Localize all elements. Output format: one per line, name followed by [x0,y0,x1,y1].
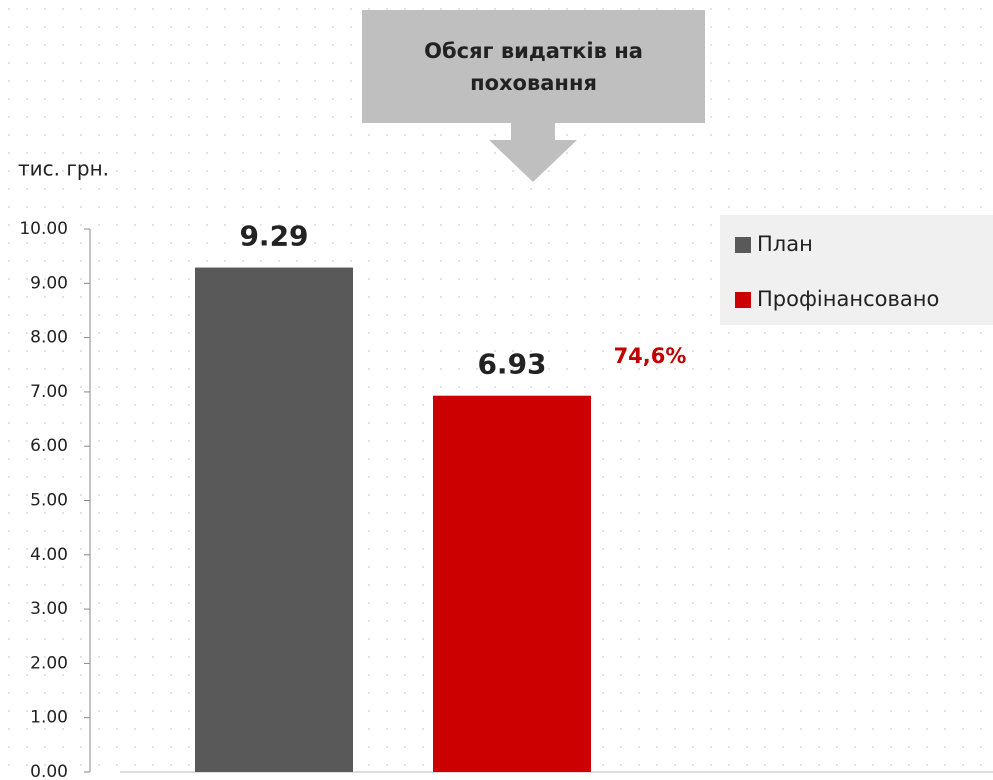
y-axis-label: тис. грн. [18,157,109,181]
bar [195,267,353,772]
y-tick-label: 2.00 [30,653,68,673]
chart-title: Обсяг видатків на поховання [424,38,643,95]
y-tick-label: 1.00 [30,708,68,728]
legend-label: План [757,232,813,256]
y-tick-label: 5.00 [30,491,68,511]
bar [433,395,591,772]
legend-swatch [735,237,751,253]
value-label: 6.93 [477,348,546,381]
y-tick-label: 4.00 [30,545,68,565]
annotation: 74,6% [614,344,687,368]
legend-label: Профінансовано [757,287,939,311]
y-tick-label: 9.00 [30,273,68,293]
y-tick-label: 3.00 [30,599,68,619]
y-tick-label: 8.00 [30,328,68,348]
legend-box [720,215,993,325]
value-label: 9.29 [239,220,308,253]
y-tick-label: 6.00 [30,436,68,456]
legend-swatch [735,292,751,308]
y-tick-label: 10.00 [19,219,68,239]
y-tick-label: 0.00 [30,762,68,780]
y-tick-label: 7.00 [30,382,68,402]
title-callout [362,10,705,182]
